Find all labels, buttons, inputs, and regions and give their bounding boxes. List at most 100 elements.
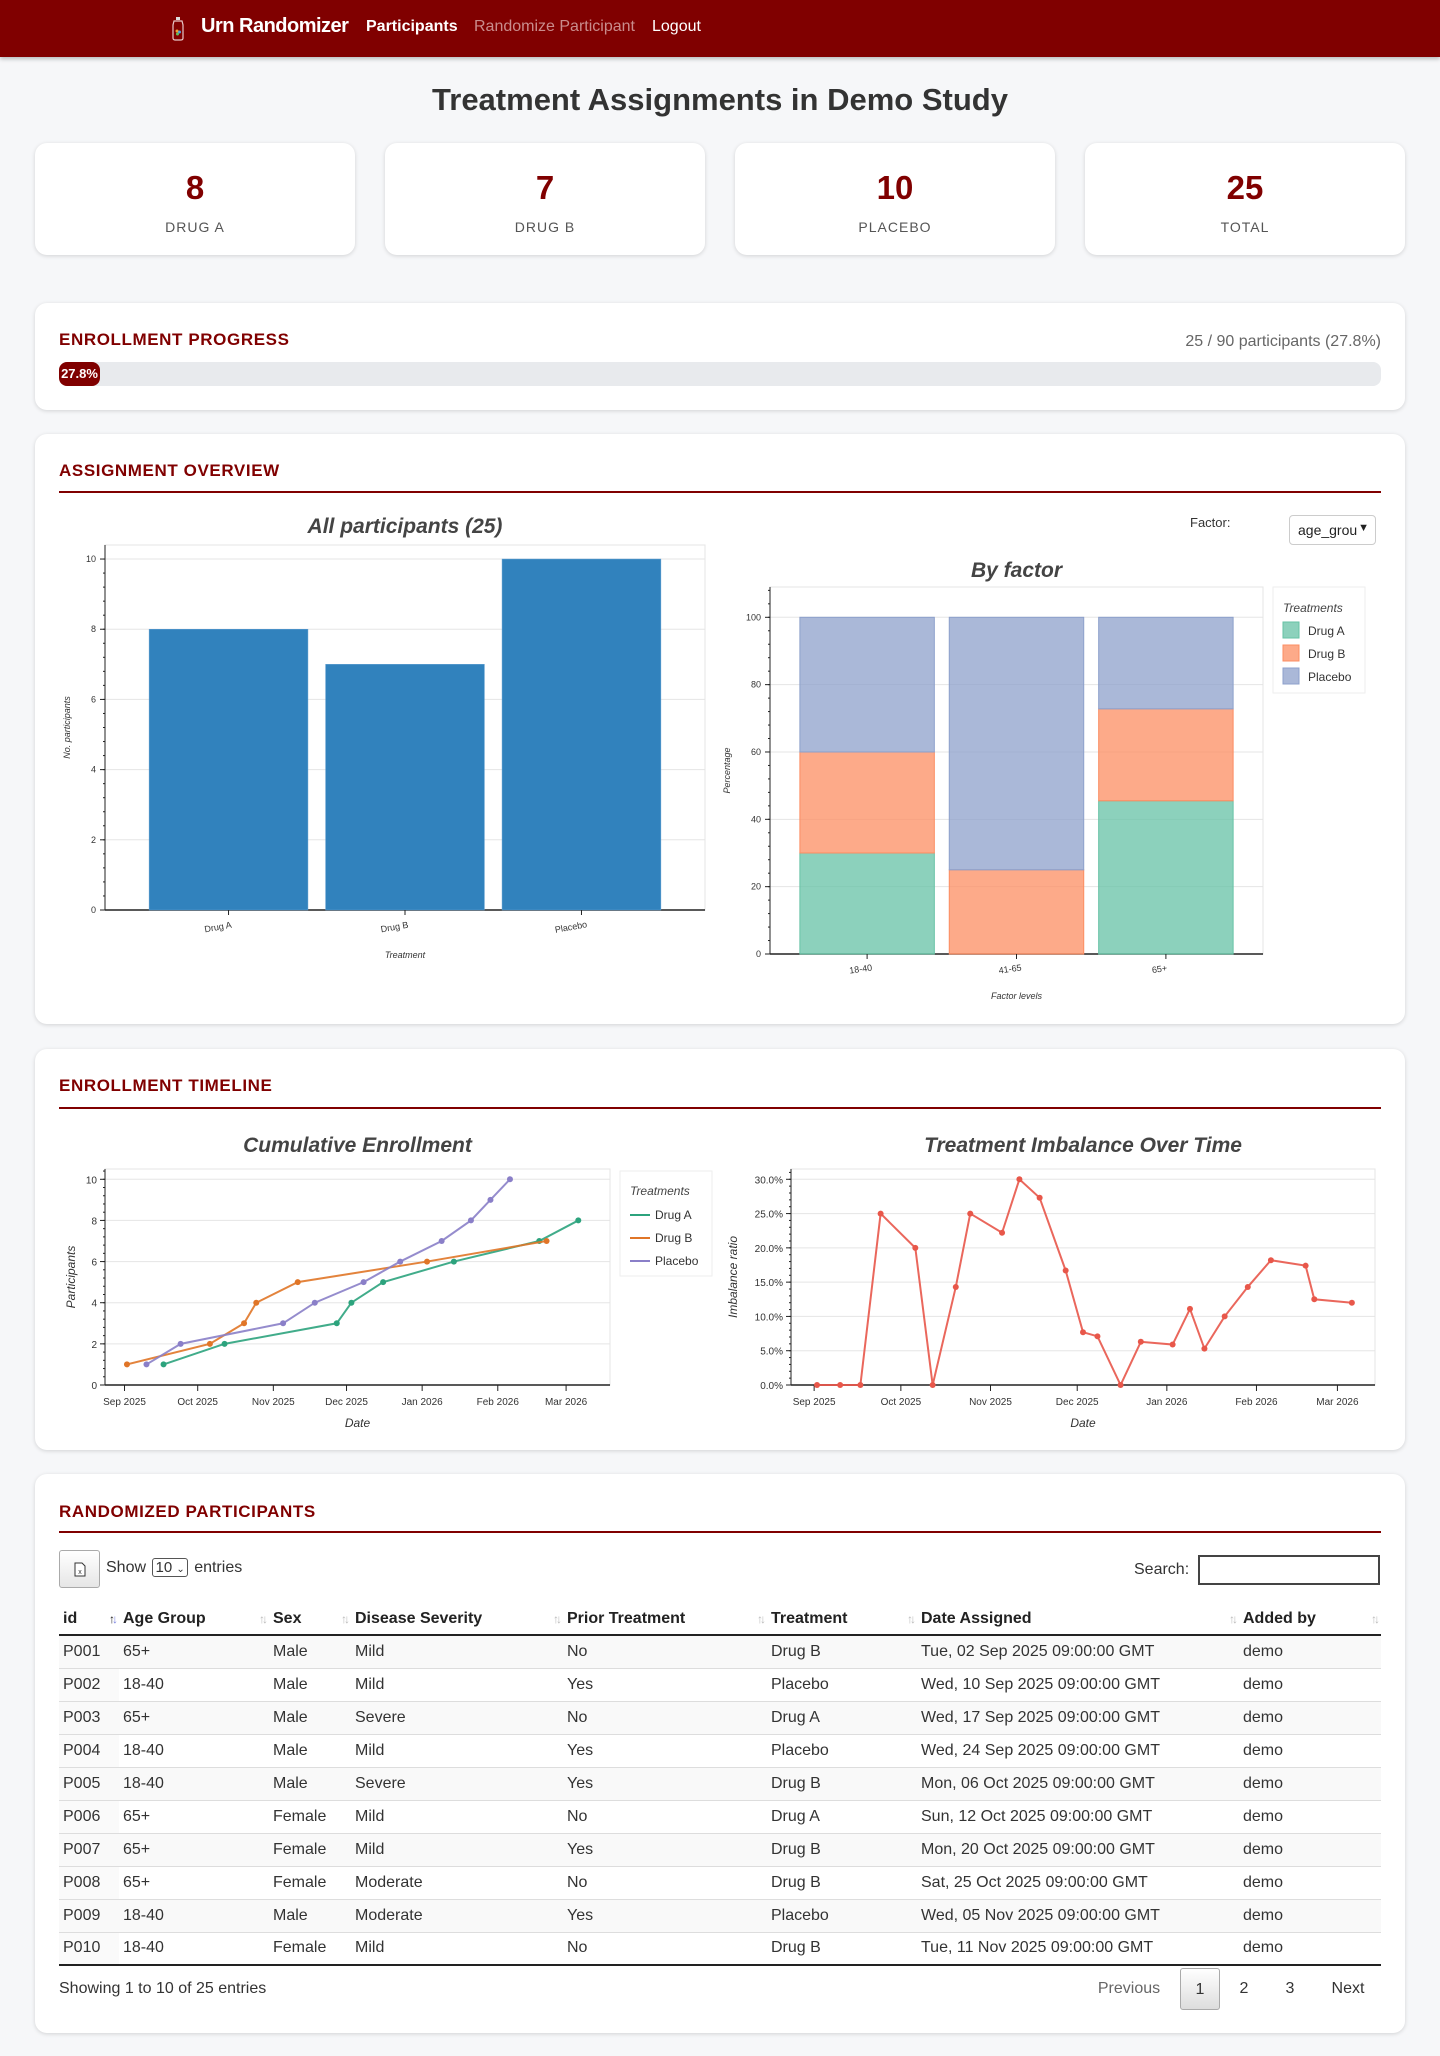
cell-age-group: 18-40	[119, 1667, 269, 1701]
data-point	[1302, 1262, 1309, 1269]
data-point	[877, 1210, 884, 1217]
y-tick-label: 0.0%	[760, 1381, 783, 1392]
cell-date-assigned: Wed, 05 Nov 2025 09:00:00 GMT	[917, 1898, 1239, 1932]
cell-disease-severity: Mild	[351, 1733, 563, 1767]
cell-treatment: Drug B	[767, 1865, 917, 1899]
column-header-added-by[interactable]: Added by ↑↓	[1239, 1597, 1381, 1636]
column-header-label: Date Assigned	[921, 1610, 1032, 1627]
stat-label: DRUG A	[165, 219, 225, 235]
export-excel-button[interactable]: x	[59, 1550, 100, 1588]
y-tick-label: 5.0%	[760, 1347, 783, 1358]
cell-added-by: demo	[1239, 1865, 1381, 1899]
pagination-page-2[interactable]: 2	[1239, 1980, 1249, 1997]
nav-randomize-participant[interactable]: Randomize Participant	[474, 18, 635, 35]
cell-treatment: Drug B	[767, 1931, 917, 1966]
column-header-age-group[interactable]: Age Group ↑↓	[119, 1597, 269, 1636]
x-tick-label: Oct 2025	[881, 1397, 922, 1408]
stat-value: 7	[535, 169, 555, 206]
table-row[interactable]: P010 18-40 Female Mild No Drug B Tue, 11 Nov 2…	[59, 1931, 1381, 1966]
x-axis-label: Factor levels	[991, 991, 1043, 1001]
section-divider	[59, 1531, 1381, 1533]
sort-icon[interactable]: ↑↓	[341, 1612, 350, 1626]
stack-segment-placebo-18-40	[799, 616, 935, 753]
data-point	[160, 1361, 167, 1368]
column-header-disease-severity[interactable]: Disease Severity ↑↓	[351, 1597, 563, 1636]
column-header-label: id	[63, 1610, 78, 1627]
cell-prior-treatment: No	[563, 1634, 767, 1668]
legend-label: Drug A	[1308, 624, 1345, 638]
page-size-control: Show 10 ⌄ entries	[106, 1558, 242, 1577]
cell-id: P005	[59, 1766, 119, 1800]
search-label: Search:	[1134, 1561, 1190, 1578]
plot-area	[104, 1168, 611, 1386]
table-row[interactable]: P003 65+ Male Severe No Drug A Wed, 17 Sep 202…	[59, 1700, 1381, 1734]
column-header-id[interactable]: id ↑↓	[59, 1597, 119, 1636]
chevron-down-icon: ⌄	[176, 1564, 185, 1575]
sort-icon[interactable]: ↑↓	[553, 1612, 562, 1626]
treatment-imbalance-chart: Treatment Imbalance Over Time 0.0% 5.0% 10.…	[726, 1134, 1376, 1430]
y-tick-label: 40	[751, 814, 761, 824]
pagination-previous[interactable]: Previous	[1097, 1980, 1161, 1997]
cell-added-by: demo	[1239, 1733, 1381, 1767]
column-header-sex[interactable]: Sex ↑↓	[269, 1597, 351, 1636]
table-row[interactable]: P009 18-40 Male Moderate Yes Placebo Wed, 05 N…	[59, 1898, 1381, 1932]
x-tick-label: Dec 2025	[325, 1397, 368, 1408]
sort-icon[interactable]: ↑↓	[907, 1612, 916, 1626]
column-header-treatment[interactable]: Treatment ↑↓	[767, 1597, 917, 1636]
sort-ascending-icon[interactable]: ↑↓	[109, 1612, 118, 1626]
cell-prior-treatment: No	[563, 1865, 767, 1899]
table-row[interactable]: P005 18-40 Male Severe Yes Drug B Mon, 06 Oct …	[59, 1766, 1381, 1800]
cell-id: P007	[59, 1832, 119, 1866]
sort-icon[interactable]: ↑↓	[757, 1612, 766, 1626]
data-point	[1267, 1257, 1274, 1264]
cell-age-group: 18-40	[119, 1931, 269, 1966]
search-input[interactable]	[1198, 1555, 1380, 1585]
data-point	[397, 1258, 404, 1265]
pagination-page-1[interactable]: 1	[1180, 1968, 1220, 2010]
entries-label: entries	[194, 1559, 243, 1576]
sort-icon[interactable]: ↑↓	[1371, 1612, 1380, 1626]
stat-value: 25	[1226, 169, 1264, 206]
y-tick-label: 0	[91, 905, 96, 915]
column-header-label: Added by	[1243, 1610, 1316, 1627]
stat-value: 8	[185, 169, 205, 206]
table-row[interactable]: P006 65+ Female Mild No Drug A Sun, 12 Oct 202…	[59, 1799, 1381, 1833]
cell-prior-treatment: Yes	[563, 1766, 767, 1800]
table-row[interactable]: P004 18-40 Male Mild Yes Placebo Wed, 24 Sep 2…	[59, 1733, 1381, 1767]
cell-date-assigned: Mon, 20 Oct 2025 09:00:00 GMT	[917, 1832, 1239, 1866]
data-point	[1244, 1283, 1251, 1290]
pagination-page-3[interactable]: 3	[1285, 1980, 1295, 1997]
cell-prior-treatment: Yes	[563, 1898, 767, 1932]
legend-title: Treatments	[1283, 601, 1343, 615]
sort-icon[interactable]: ↑↓	[1229, 1612, 1238, 1626]
cell-id: P004	[59, 1733, 119, 1767]
column-header-prior-treatment[interactable]: Prior Treatment ↑↓	[563, 1597, 767, 1636]
column-header-date-assigned[interactable]: Date Assigned ↑↓	[917, 1597, 1239, 1636]
data-point	[912, 1244, 919, 1251]
sort-icon[interactable]: ↑↓	[259, 1612, 268, 1626]
x-tick-label: Sep 2025	[793, 1397, 836, 1408]
cell-date-assigned: Sat, 25 Oct 2025 09:00:00 GMT	[917, 1865, 1239, 1899]
x-axis-label: Treatment	[385, 950, 426, 960]
stat-label: TOTAL	[1220, 219, 1270, 235]
cell-age-group: 65+	[119, 1799, 269, 1833]
x-tick-label: Feb 2026	[477, 1397, 520, 1408]
chart-title: Treatment Imbalance Over Time	[924, 1134, 1242, 1157]
factor-select[interactable]: age_grou ▼	[1289, 515, 1376, 545]
nav-participants[interactable]: Participants	[366, 18, 458, 35]
nav-logout[interactable]: Logout	[652, 18, 701, 35]
table-row[interactable]: P007 65+ Female Mild Yes Drug B Mon, 20 Oct 20…	[59, 1832, 1381, 1866]
data-point	[575, 1217, 582, 1224]
table-row[interactable]: P008 65+ Female Moderate No Drug B Sat, 25 Oct…	[59, 1865, 1381, 1899]
page-size-select[interactable]: 10 ⌄	[152, 1558, 188, 1577]
table-row[interactable]: P001 65+ Male Mild No Drug B Tue, 02 Sep 2025 …	[59, 1634, 1381, 1668]
factor-label: Factor:	[1190, 515, 1231, 530]
stat-card-drug-b: 7 DRUG B	[385, 143, 705, 255]
cell-id: P003	[59, 1700, 119, 1734]
pagination-next[interactable]: Next	[1331, 1980, 1365, 1997]
table-row[interactable]: P002 18-40 Male Mild Yes Placebo Wed, 10 Sep 2…	[59, 1667, 1381, 1701]
brand-name[interactable]: Urn Randomizer	[201, 15, 349, 37]
y-tick-label: 4	[91, 1299, 97, 1310]
bar-placebo	[501, 558, 662, 911]
column-header-label: Sex	[273, 1610, 302, 1627]
